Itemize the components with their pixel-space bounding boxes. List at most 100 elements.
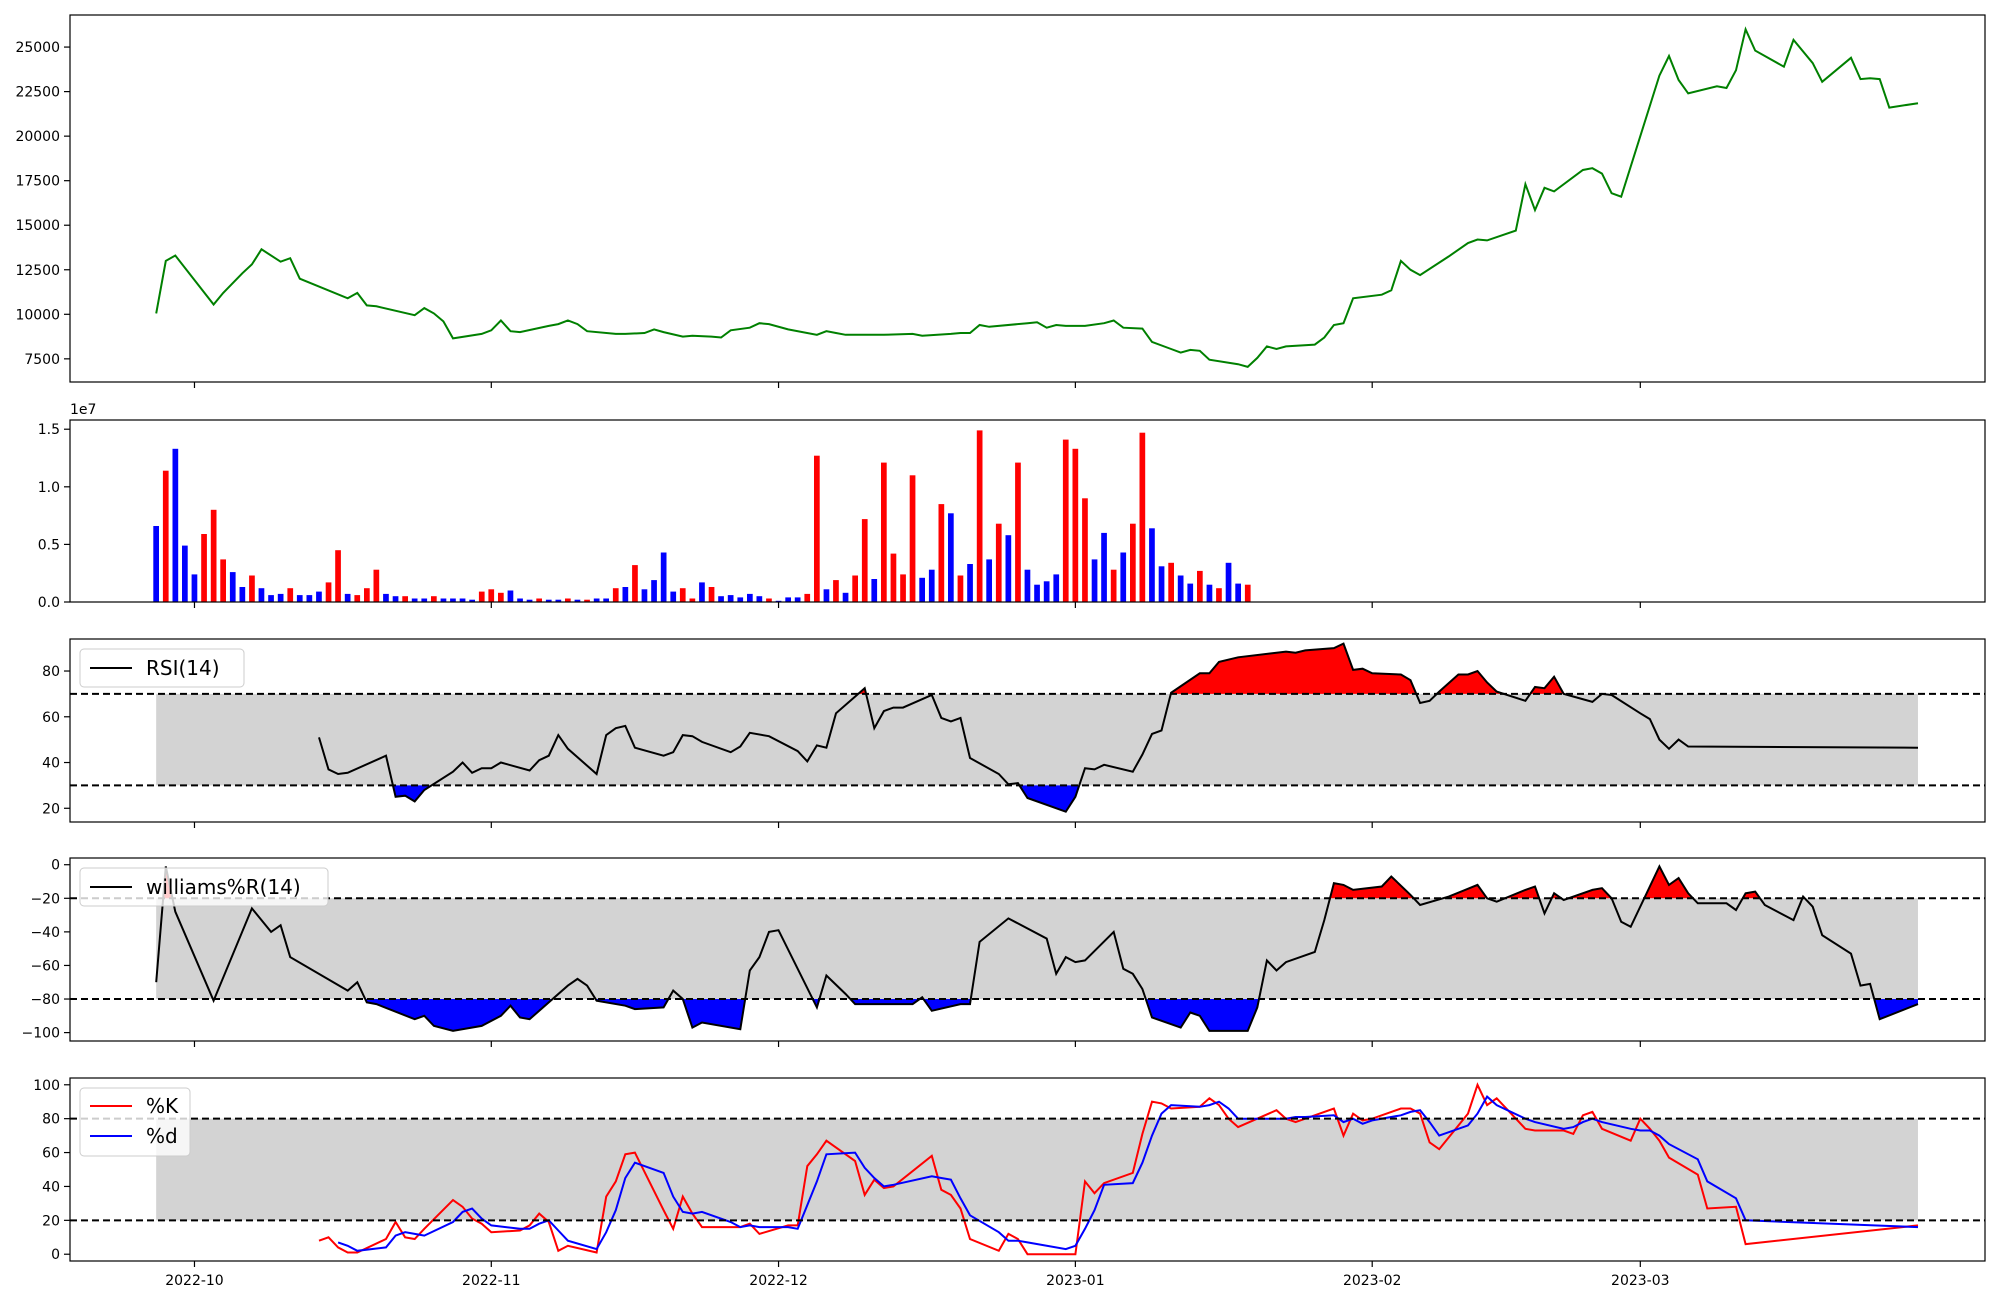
legend-label: %K <box>146 1094 179 1118</box>
volume-bar <box>526 599 533 602</box>
rsi-overbought-fill <box>1170 643 1417 694</box>
volume-bar <box>1053 574 1060 602</box>
volume-bar <box>957 575 964 602</box>
volume-bar <box>660 552 667 602</box>
y-tick-label: 100 <box>33 1078 60 1094</box>
y-tick-label: −100 <box>22 1026 60 1042</box>
volume-bar <box>814 455 820 602</box>
williams-oversold-fill <box>365 999 553 1031</box>
volume-bar <box>469 599 475 602</box>
y-tick-label: 80 <box>42 1112 60 1128</box>
volume-bar <box>1034 584 1040 602</box>
volume-bar <box>450 598 456 602</box>
volume-bar <box>574 599 581 602</box>
volume-bar <box>1197 570 1203 602</box>
volume-bar <box>1015 462 1021 602</box>
volume-bar <box>431 596 437 602</box>
volume-bar <box>478 591 485 602</box>
x-tick-label: 2022-11 <box>462 1273 521 1289</box>
volume-bar <box>718 596 724 602</box>
volume-bar <box>239 587 246 602</box>
volume-bar <box>679 588 686 602</box>
volume-bar <box>593 598 600 602</box>
volume-bar <box>842 592 849 602</box>
series-line-1 <box>337 1095 1919 1252</box>
volume-bar <box>727 595 734 602</box>
y-tick-label: 60 <box>42 1146 60 1162</box>
volume-bar <box>651 580 657 602</box>
volume-bar <box>440 598 447 602</box>
volume-bar <box>210 509 217 602</box>
williams-line <box>155 864 1919 1032</box>
volume-bar <box>201 534 207 602</box>
volume-bar <box>919 577 925 602</box>
volume-bar <box>641 589 648 602</box>
legend-label: %d <box>146 1124 178 1148</box>
y-tick-label: 20 <box>42 1213 60 1229</box>
volume-bar <box>1187 583 1194 602</box>
stochastic-legend: %K %d <box>79 1087 191 1157</box>
williams-legend: williams%R(14) <box>79 867 329 907</box>
y-tick-label: 80 <box>42 664 60 680</box>
volume-bar <box>545 599 552 602</box>
volume-bar <box>584 599 590 602</box>
volume-bar <box>191 574 198 602</box>
volume-bar <box>162 470 169 602</box>
y-tick-label: 25000 <box>15 40 60 56</box>
volume-bar <box>833 580 839 602</box>
volume-bar <box>517 598 523 602</box>
plot-area <box>153 430 1251 602</box>
x-tick-label: 2023-01 <box>1046 1273 1105 1289</box>
volume-bar <box>747 593 753 602</box>
band-shading <box>156 693 1918 786</box>
volume-bar <box>976 430 983 602</box>
volume-bar <box>1206 584 1213 602</box>
volume-bar <box>182 545 188 602</box>
volume-bar <box>794 597 801 602</box>
williams-oversold-fill <box>595 999 669 1010</box>
plot-area <box>70 864 1985 1032</box>
volume-bar <box>373 569 380 602</box>
volume-bar <box>220 559 226 602</box>
price-line <box>155 26 1919 369</box>
panel-frame <box>69 857 1986 1042</box>
volume-bar <box>507 590 514 602</box>
rsi-oversold-fill <box>392 785 432 802</box>
volume-bar <box>1091 559 1098 602</box>
y-tick-label: −60 <box>30 958 60 974</box>
plot-area <box>155 26 1919 369</box>
volume-bar <box>316 591 322 602</box>
volume-bar <box>881 462 887 602</box>
volume-bar <box>804 593 811 602</box>
y-tick-label: 20000 <box>15 129 60 145</box>
panel-price: 7500 10000 12500 15000 17500 20000 22500 25000 <box>15 14 1986 388</box>
volume-bar <box>766 598 772 602</box>
volume-bar <box>498 592 504 602</box>
williams-oversold-fill <box>682 999 746 1030</box>
volume-bar <box>737 597 744 602</box>
volume-bar <box>411 598 418 602</box>
volume-bar <box>823 589 830 602</box>
volume-bar <box>296 595 303 602</box>
plot-area <box>70 642 1985 813</box>
volume-bar <box>1158 566 1165 602</box>
volume-bar <box>995 523 1002 602</box>
volume-bar <box>459 598 466 602</box>
volume-bar <box>402 596 408 602</box>
volume-bar <box>277 593 284 602</box>
y-tick-label: 22500 <box>15 85 60 101</box>
volume-bar <box>306 595 313 602</box>
volume-bar <box>555 599 562 602</box>
rsi-overbought-fill <box>1530 676 1564 694</box>
x-tick-label: 2023-02 <box>1343 1273 1402 1289</box>
y-tick-label: 1.0 <box>38 480 60 496</box>
rsi-line <box>318 642 1919 813</box>
x-tick-label: 2023-03 <box>1611 1273 1670 1289</box>
volume-bar <box>1177 575 1184 602</box>
volume-bar <box>287 588 294 602</box>
y-tick-label: 12500 <box>15 263 60 279</box>
volume-bar <box>344 593 351 602</box>
x-tick-label: 2022-10 <box>165 1273 224 1289</box>
y-tick-label: 40 <box>42 756 60 772</box>
